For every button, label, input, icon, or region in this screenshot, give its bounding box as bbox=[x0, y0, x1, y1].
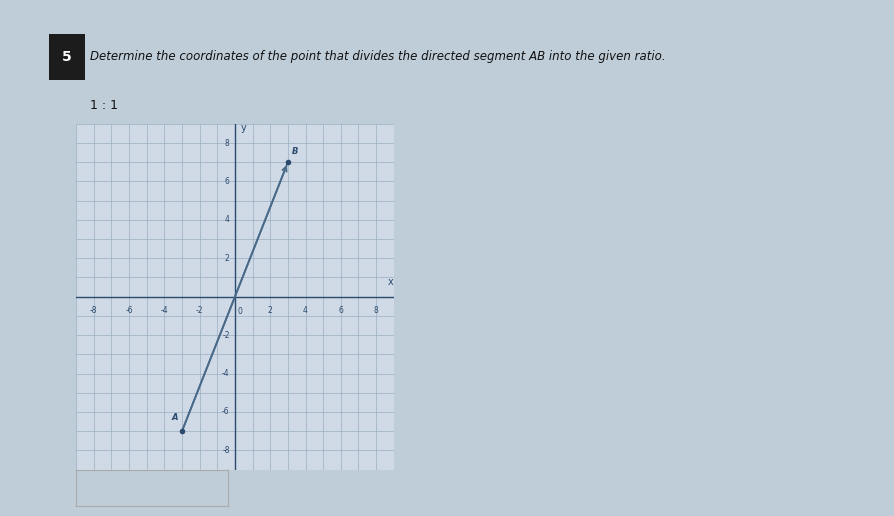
Text: 2: 2 bbox=[224, 254, 230, 263]
Text: 8: 8 bbox=[374, 307, 378, 315]
Text: -6: -6 bbox=[125, 307, 132, 315]
Text: B: B bbox=[291, 148, 298, 156]
Text: 4: 4 bbox=[303, 307, 308, 315]
Text: -4: -4 bbox=[222, 369, 230, 378]
Text: -2: -2 bbox=[196, 307, 203, 315]
Text: -4: -4 bbox=[160, 307, 168, 315]
Text: 6: 6 bbox=[338, 307, 343, 315]
Text: 4: 4 bbox=[224, 215, 230, 224]
Text: A: A bbox=[172, 413, 178, 422]
Text: -8: -8 bbox=[222, 446, 230, 455]
Text: Determine the coordinates of the point that divides the directed segment AB into: Determine the coordinates of the point t… bbox=[89, 50, 664, 63]
Text: 8: 8 bbox=[224, 139, 230, 148]
Text: 5: 5 bbox=[63, 50, 72, 64]
Text: -6: -6 bbox=[222, 408, 230, 416]
Text: -8: -8 bbox=[90, 307, 97, 315]
Text: x: x bbox=[387, 277, 392, 287]
Text: 0: 0 bbox=[237, 307, 242, 316]
Text: 1 : 1: 1 : 1 bbox=[89, 99, 117, 112]
Text: 6: 6 bbox=[224, 177, 230, 186]
Text: y: y bbox=[240, 123, 246, 133]
Text: -2: -2 bbox=[222, 331, 230, 340]
Text: 2: 2 bbox=[267, 307, 273, 315]
